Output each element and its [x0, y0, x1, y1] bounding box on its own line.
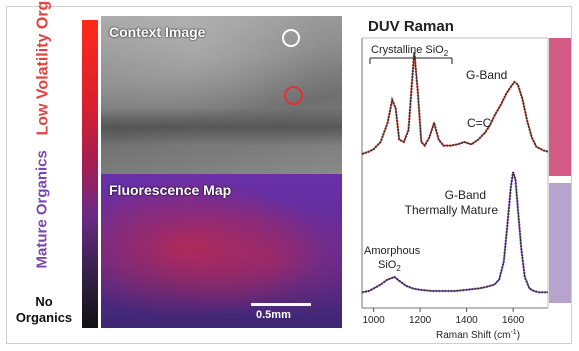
amorphous-label-1: Amorphous — [364, 245, 421, 257]
crystalline-label: Crystalline SiO2 — [371, 44, 449, 58]
g-band-label: G-Band — [466, 68, 507, 82]
x-tick-label-1000: 1000 — [363, 315, 386, 326]
scale-bar — [251, 303, 311, 306]
fluorescence-map-title: Fluorescence Map — [109, 182, 232, 198]
g-band-mature-label-2: Thermally Mature — [405, 203, 499, 217]
x-axis-label: Raman Shift (cm-1) — [436, 329, 520, 341]
no-organics-label: No Organics — [15, 294, 73, 325]
spectrum-tag-top — [549, 38, 571, 176]
spectrum-fit-line-1 — [361, 51, 549, 155]
g-band-mature-label-1: G-Band — [445, 188, 486, 202]
red-circle-marker — [284, 86, 303, 105]
context-image-title: Context Image — [109, 24, 206, 40]
white-circle-marker — [282, 29, 300, 47]
amorphous-label-2: SiO2 — [378, 259, 401, 273]
spectrum-fit-line-2 — [361, 171, 548, 293]
series-bottom — [361, 171, 548, 294]
spectrum-tag-bottom — [549, 183, 571, 303]
fluorescence-map — [101, 174, 342, 328]
image-panel: Context Image Fluorescence Map 0.5mm — [101, 16, 342, 328]
raman-title: DUV Raman — [368, 18, 454, 35]
series-top — [361, 51, 549, 156]
x-ticks: 1000 1200 1400 1600 — [363, 308, 525, 326]
spectrum-data-line-1 — [361, 51, 549, 156]
x-tick-label-1600: 1600 — [502, 315, 525, 326]
x-tick-label-1400: 1400 — [456, 315, 479, 326]
scale-bar-label: 0.5mm — [256, 309, 291, 321]
organics-color-scale — [82, 20, 98, 328]
context-dark-band — [101, 108, 342, 146]
c-eq-c-label: C=C — [467, 116, 492, 130]
x-tick-label-1200: 1200 — [409, 315, 432, 326]
